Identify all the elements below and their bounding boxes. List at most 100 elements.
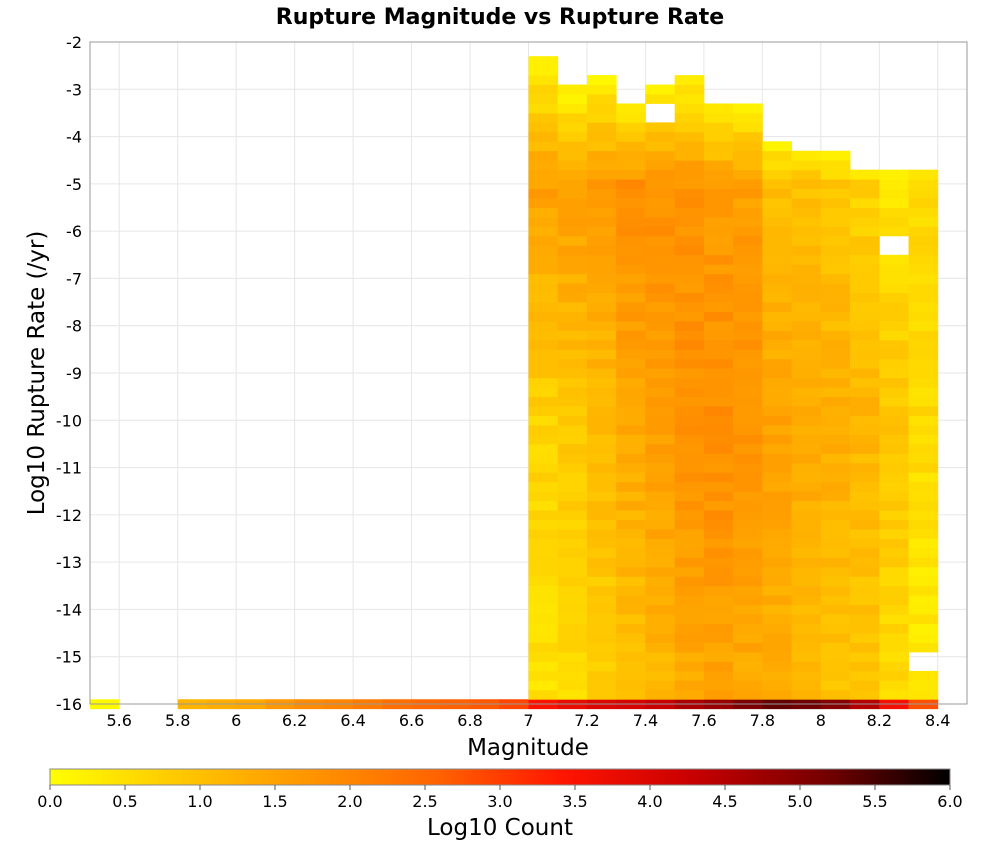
colorbar-tick-label-3: 1.5 (262, 792, 287, 811)
heatmap-cell-m9-r23 (791, 481, 822, 492)
colorbar-tick-labels: 0.0 0.5 1.0 1.5 2.0 2.5 3.0 3.5 4.0 4.5 5.0 5.5 6.0 (37, 785, 963, 811)
y-tick-label-10: -12 (56, 506, 82, 525)
heatmap-cell-m12-r25 (879, 462, 909, 473)
heatmap-cell-m2-r47 (586, 254, 617, 265)
heatmap-cell-m1-r54 (557, 188, 588, 199)
heatmap-cell-m11-r23 (850, 481, 880, 492)
heatmap-cell-m4-r21 (645, 500, 676, 511)
heatmap-cell-m4-r27 (645, 443, 676, 454)
heatmap-cell-m11-r56 (850, 169, 880, 180)
heatmap-cell-m8-r44 (762, 283, 792, 294)
heatmap-cell-m13-r7 (908, 633, 939, 643)
heatmap-cell-m1-r31 (557, 406, 588, 416)
x-tick-label-14: 8.4 (925, 711, 950, 730)
heatmap-cell-m5-r20 (674, 510, 705, 520)
heatmap-cell-m1-r47 (557, 254, 588, 265)
heatmap-cell-m6-r3 (703, 670, 734, 681)
heatmap-cell-m13-r53 (908, 198, 939, 208)
heatmap-cell-m9-r56 (791, 169, 822, 180)
heatmap-cell-m13-r20 (908, 510, 939, 520)
heatmap-cell-m3-r47 (616, 254, 646, 265)
heatmap-cell-m3-r1 (616, 689, 646, 700)
heatmap-cell-m3-r11 (616, 595, 646, 606)
heatmap-cell-m3-r48 (616, 245, 646, 256)
heatmap-cell-m7-r8 (733, 623, 763, 634)
y-tick-label-12: -14 (56, 600, 82, 619)
heatmap-cell-m7-r18 (733, 529, 763, 539)
heatmap-cell-m3-r42 (616, 302, 646, 312)
heatmap-cell-m7-r35 (733, 368, 763, 379)
heatmap-cell-m1-r39 (557, 330, 588, 341)
heatmap-cell-m11-r27 (850, 443, 880, 454)
heatmap-cell-m3-r44 (616, 283, 646, 294)
heatmap-cell-m7-r60 (733, 131, 763, 142)
heatmap-cell-m0-r65 (528, 84, 559, 95)
x-tick-label-10: 7.6 (691, 711, 716, 730)
heatmap-cell-m4-r22 (645, 491, 676, 502)
heatmap-cell-m6-r21 (703, 500, 734, 511)
heatmap-cell-m11-r5 (850, 651, 880, 662)
heatmap-cell-m4-r15 (645, 557, 676, 568)
heatmap-cell-m3-r18 (616, 529, 646, 539)
heatmap-cell-m4-r28 (645, 434, 676, 445)
heatmap-cell-m12-r4 (879, 661, 909, 672)
heatmap-cell-m2-r32 (586, 396, 617, 407)
heatmap-cell-m9-r8 (791, 623, 822, 634)
heatmap-cell-m2-r44 (586, 283, 617, 294)
heatmap-cell-m8-r53 (762, 198, 792, 208)
heatmap-cell-m13-r47 (908, 254, 939, 265)
heatmap-cell-m11-r45 (850, 273, 880, 284)
x-tick-label-0: 5.6 (107, 711, 132, 730)
heatmap-cell-m6-r19 (703, 519, 734, 530)
heatmap-cell-m4-r25 (645, 462, 676, 473)
heatmap-cell-m2-r22 (586, 491, 617, 502)
heatmap-cell-m5-r46 (674, 264, 705, 275)
heatmap-cell-m8-r37 (762, 349, 792, 360)
heatmap-cell-m13-r40 (908, 320, 939, 331)
heatmap-cell-m4-r14 (645, 566, 676, 577)
heatmap-cell-m2-r41 (586, 311, 617, 322)
x-tick-label-12: 8 (816, 711, 826, 730)
heatmap-cell-m0-r63 (528, 103, 559, 114)
heatmap-cell-m12-r12 (879, 585, 909, 596)
heatmap-cell-m2-r42 (586, 302, 617, 312)
heatmap-cell-m6-r56 (703, 169, 734, 180)
heatmap-cell-m9-r48 (791, 245, 822, 256)
x-tick-label-3: 6.2 (282, 711, 307, 730)
heatmap-cell-m10-r50 (820, 226, 851, 237)
heatmap-cell-m10-r32 (820, 396, 851, 407)
heatmap-cell-m6-r28 (703, 434, 734, 445)
heatmap-cell-m12-r38 (879, 339, 909, 350)
heatmap-cell-m0-r46 (528, 264, 559, 275)
heatmap-cell-m8-r26 (762, 453, 792, 464)
heatmap-cell-m8-r35 (762, 368, 792, 379)
heatmap-cell-m10-r38 (820, 339, 851, 350)
y-axis-label: Log10 Rupture Rate (/yr) (24, 231, 50, 516)
heatmap-cell-m11-r36 (850, 358, 880, 369)
heatmap-cell-m6-r24 (703, 472, 734, 483)
heatmap-cell-m13-r3 (908, 670, 939, 681)
heatmap-cell-m13-r29 (908, 425, 939, 435)
colorbar-tick-label-12: 6.0 (937, 792, 962, 811)
heatmap-cell-m7-r6 (733, 642, 763, 653)
heatmap-cell-m3-r52 (616, 207, 646, 218)
heatmap-cell-m5-r27 (674, 443, 705, 454)
heatmap-cell-m5-r2 (674, 680, 705, 691)
x-tick-label-7: 7 (523, 711, 533, 730)
heatmap-cell-m8-r38 (762, 339, 792, 350)
heatmap-cell-m7-r23 (733, 481, 763, 492)
heatmap-cell-m1-r45 (557, 273, 588, 284)
heatmap-cell-m0-r23 (528, 481, 559, 492)
heatmap-cell-m0-r54 (528, 188, 559, 199)
heatmap-cell-m8-r22 (762, 491, 792, 502)
heatmap-cell-m4-r33 (645, 387, 676, 398)
heatmap-cell-m4-r34 (645, 377, 676, 388)
heatmap-cell-m0-r44 (528, 283, 559, 294)
heatmap-cell-m10-r44 (820, 283, 851, 294)
heatmap-cell-m3-r46 (616, 264, 646, 275)
heatmap-cell-m6-r58 (703, 150, 734, 161)
heatmap-cell-m13-r41 (908, 311, 939, 322)
heatmap-cell-m11-r30 (850, 415, 880, 426)
heatmap-cell-m4-r16 (645, 547, 676, 558)
heatmap-cell-m11-r12 (850, 585, 880, 596)
